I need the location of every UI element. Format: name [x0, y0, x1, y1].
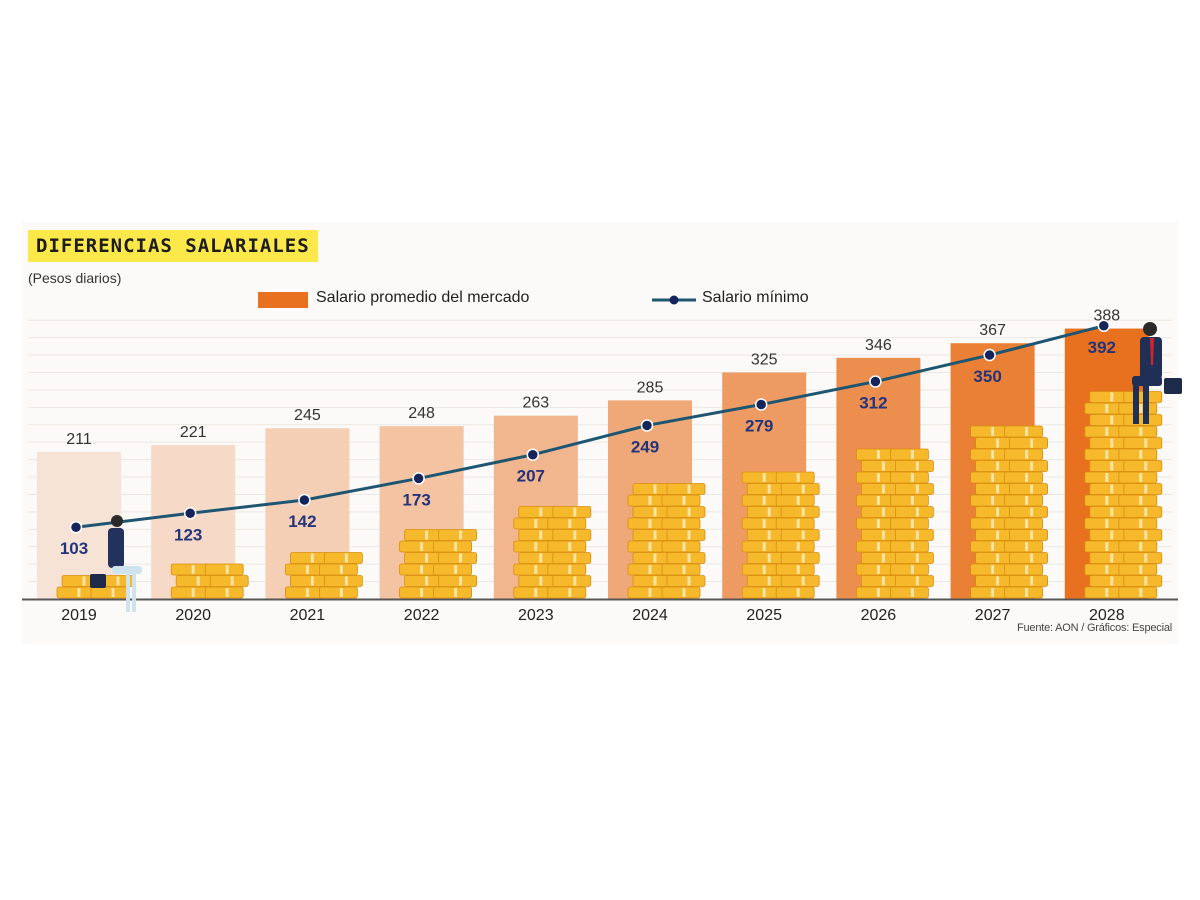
- coin-stack: [627, 483, 706, 599]
- man-figure-icon: [1132, 322, 1182, 424]
- min-wage-value-label: 103: [60, 539, 88, 558]
- coin-stack: [284, 552, 363, 599]
- min-wage-line-path: [75, 324, 1105, 529]
- coin-stack: [1084, 391, 1163, 599]
- x-tick-label: 2019: [61, 607, 97, 624]
- bar-value-label: 388: [1093, 308, 1120, 325]
- bar-value-label: 248: [408, 405, 435, 422]
- x-tick-label: 2021: [290, 607, 326, 624]
- min-wage-value-label: 350: [973, 367, 1001, 386]
- legend-bar-label: Salario promedio del mercado: [316, 289, 530, 306]
- source-note: Fuente: AON / Gráficos: Especial: [1016, 622, 1172, 634]
- min-wage-value-label: 392: [1088, 338, 1116, 357]
- min-wage-value-label: 249: [631, 437, 659, 456]
- min-wage-point: [412, 472, 425, 485]
- min-wage-value-label: 123: [174, 525, 202, 544]
- min-wage-point: [1097, 319, 1111, 333]
- coin-stack: [170, 563, 249, 599]
- coin-stack: [399, 529, 478, 599]
- bar-value-label: 367: [979, 322, 1006, 339]
- min-wage-point: [754, 398, 768, 411]
- coin-stack: [56, 575, 135, 599]
- x-tick-label: 2028: [1089, 607, 1125, 624]
- min-wage-line: 103 123 142 173 207 249 279 312 350 392: [60, 319, 1116, 558]
- min-wage-value-label: 173: [402, 490, 430, 509]
- legend-line-label: Salario mínimo: [702, 289, 809, 306]
- min-wage-value-label: 142: [288, 512, 316, 531]
- bar-value-label: 346: [865, 337, 892, 354]
- bar-value-label: 211: [66, 431, 92, 448]
- bar-value-label: 263: [522, 395, 549, 412]
- bar-value-label: 245: [294, 407, 321, 424]
- bar-value-label: 325: [751, 351, 778, 368]
- woman-figure-icon: [90, 515, 142, 612]
- x-tick-label: 2025: [746, 607, 782, 624]
- chart-subtitle: (Pesos diarios): [28, 270, 122, 286]
- x-tick-label: 2026: [861, 607, 897, 624]
- legend-bar-swatch: [258, 292, 308, 308]
- min-wage-point: [869, 375, 882, 388]
- min-wage-point: [640, 419, 654, 432]
- x-tick-label: 2023: [518, 607, 554, 624]
- min-wage-value-label: 312: [859, 394, 887, 413]
- min-wage-point: [69, 520, 83, 534]
- bar-value-labels: 211 221 245 248 263 285 325 346 367 388: [66, 308, 1120, 448]
- x-tick-labels: 2019 2020 2021 2022 2023 2024 2025 2026 2027 2028: [61, 607, 1124, 624]
- x-tick-label: 2022: [404, 607, 440, 624]
- bar-value-label: 221: [180, 424, 207, 441]
- coin-stacks: [56, 391, 1163, 599]
- title-highlight: DIFERENCIAS SALARIALES: [28, 230, 318, 262]
- chart-title: DIFERENCIAS SALARIALES: [36, 235, 310, 257]
- legend-line-swatch: [652, 295, 696, 305]
- bar-value-label: 285: [637, 379, 664, 396]
- min-wage-point: [183, 507, 197, 520]
- x-tick-label: 2027: [975, 607, 1011, 624]
- coin-stack: [970, 425, 1048, 599]
- coin-stack: [856, 448, 934, 599]
- min-wage-point: [983, 348, 996, 362]
- min-wage-value-label: 207: [517, 467, 545, 486]
- min-wage-point: [526, 448, 540, 461]
- figures: [90, 322, 1182, 612]
- coin-stack: [741, 471, 820, 599]
- min-wage-value-label: 279: [745, 417, 773, 436]
- x-tick-label: 2024: [632, 607, 668, 624]
- coin-stack: [513, 506, 592, 599]
- min-wage-point: [298, 493, 311, 507]
- x-tick-label: 2020: [175, 607, 211, 624]
